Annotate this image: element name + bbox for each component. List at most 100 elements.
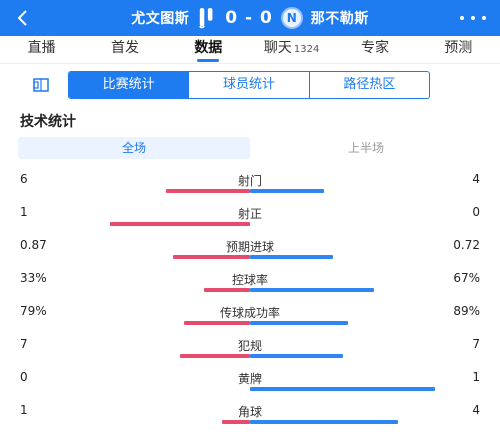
- stat-label: 犯规: [237, 339, 262, 353]
- home-stat-bar: [204, 288, 250, 292]
- away-bar-track: [250, 255, 435, 259]
- tab-label: 数据: [194, 39, 223, 56]
- tab-label: 聊天: [263, 39, 292, 56]
- stat-row: 7 犯规 7: [0, 335, 500, 368]
- away-bar-track: [250, 387, 435, 391]
- away-bar-track: [250, 222, 435, 226]
- home-stat-value: 0: [20, 370, 28, 384]
- home-stat-bar: [166, 189, 250, 193]
- away-stat-bar: [250, 420, 398, 424]
- tab-label: 专家: [360, 39, 389, 56]
- chat-count: 1324: [293, 43, 320, 55]
- main-tabs: 直播 首发 数据 聊天 1324 专家 预测: [0, 36, 500, 64]
- more-dot-icon: [460, 16, 464, 20]
- away-stat-value: 1: [472, 370, 480, 384]
- tab-expert[interactable]: 专家: [333, 36, 416, 64]
- stat-label: 射门: [237, 174, 262, 188]
- subtab-heatmap[interactable]: 路径热区: [308, 72, 429, 98]
- stat-row: 33% 控球率 67%: [0, 269, 500, 302]
- home-bar-track: [110, 255, 250, 259]
- stats-segmented-control: 比赛统计 球员统计 路径热区: [68, 71, 430, 99]
- tab-label: 首发: [110, 39, 139, 56]
- away-bar-track: [250, 420, 435, 424]
- subtab-player-stats[interactable]: 球员统计: [188, 72, 308, 98]
- tab-label: 预测: [444, 39, 473, 56]
- back-arrow-icon: [17, 10, 27, 26]
- home-stat-bar: [222, 420, 250, 424]
- more-dot-icon: [471, 16, 475, 20]
- tab-label: 直播: [27, 39, 56, 56]
- away-bar-track: [250, 189, 435, 193]
- more-dot-icon: [482, 16, 486, 20]
- home-stat-bar: [180, 354, 250, 358]
- away-bar-track: [250, 321, 435, 325]
- more-menu-button[interactable]: [460, 10, 486, 26]
- stat-row: 0 黄牌 1: [0, 368, 500, 401]
- period-first-half[interactable]: 上半场: [347, 141, 384, 155]
- away-team-name: 那不勒斯: [310, 11, 369, 27]
- away-stat-bar: [250, 387, 435, 391]
- stat-row: 0.87 预期进球 0.72: [0, 236, 500, 269]
- away-stat-value: 4: [472, 172, 480, 186]
- away-stat-value: 4: [472, 403, 480, 417]
- stat-row: 1 角球 4: [0, 401, 500, 434]
- home-stat-value: 7: [20, 337, 28, 351]
- away-stat-value: 7: [472, 337, 480, 351]
- juventus-logo-icon: [197, 6, 217, 30]
- match-header: 尤文图斯 0 - 0 N 那不勒斯: [0, 0, 500, 36]
- stat-label: 传球成功率: [219, 306, 280, 320]
- away-stat-bar: [250, 354, 343, 358]
- away-stat-bar: [250, 189, 324, 193]
- section-title: 技术统计: [20, 114, 76, 130]
- home-stat-value: 1: [20, 205, 28, 219]
- away-stat-value: 67%: [453, 271, 480, 285]
- home-stat-value: 1: [20, 403, 28, 417]
- away-bar-track: [250, 288, 435, 292]
- tab-data[interactable]: 数据: [167, 36, 250, 64]
- napoli-logo-icon: N: [280, 7, 303, 29]
- away-stat-value: 89%: [453, 304, 480, 318]
- home-stat-value: 79%: [20, 304, 47, 318]
- away-stat-value: 0: [472, 205, 480, 219]
- match-title: 尤文图斯 0 - 0 N 那不勒斯: [0, 0, 500, 36]
- stat-label: 控球率: [231, 273, 268, 287]
- home-stat-bar: [173, 255, 250, 259]
- stat-label: 预期进球: [225, 240, 274, 254]
- pitch-icon[interactable]: [32, 76, 50, 94]
- tab-live[interactable]: 直播: [0, 36, 83, 64]
- stat-label: 角球: [237, 405, 262, 419]
- stat-label: 射正: [237, 207, 262, 221]
- home-bar-track: [110, 222, 250, 226]
- away-stat-bar: [250, 288, 374, 292]
- stat-label: 黄牌: [237, 372, 262, 386]
- back-button[interactable]: [10, 5, 36, 31]
- away-stat-bar: [250, 321, 348, 325]
- away-bar-track: [250, 354, 435, 358]
- sub-tab-bar: 比赛统计 球员统计 路径热区: [0, 64, 500, 106]
- tab-chat[interactable]: 聊天 1324: [250, 36, 333, 64]
- home-stat-value: 33%: [20, 271, 47, 285]
- home-bar-track: [110, 420, 250, 424]
- stat-row: 1 射正 0: [0, 203, 500, 236]
- home-stat-value: 6: [20, 172, 28, 186]
- home-stat-bar: [110, 222, 250, 226]
- home-bar-track: [110, 288, 250, 292]
- subtab-match-stats[interactable]: 比赛统计: [69, 72, 189, 98]
- home-bar-track: [110, 189, 250, 193]
- home-team-name: 尤文图斯: [131, 11, 190, 27]
- tab-lineup[interactable]: 首发: [83, 36, 166, 64]
- period-toggle: 全场 上半场: [18, 137, 482, 159]
- away-stat-bar: [250, 255, 333, 259]
- home-bar-track: [110, 387, 250, 391]
- score: 0 - 0: [225, 8, 273, 28]
- stats-list: 6 射门 4 1 射正 0 0.87 预期进球 0.72 33% 控球率 67% 79% 传球成功率 89%…: [0, 170, 500, 434]
- away-stat-value: 0.72: [453, 238, 480, 252]
- home-bar-track: [110, 321, 250, 325]
- period-full-match[interactable]: 全场: [18, 137, 250, 159]
- tab-prediction[interactable]: 预测: [417, 36, 500, 64]
- home-stat-value: 0.87: [20, 238, 47, 252]
- stat-row: 6 射门 4: [0, 170, 500, 203]
- home-bar-track: [110, 354, 250, 358]
- stat-row: 79% 传球成功率 89%: [0, 302, 500, 335]
- home-stat-bar: [184, 321, 250, 325]
